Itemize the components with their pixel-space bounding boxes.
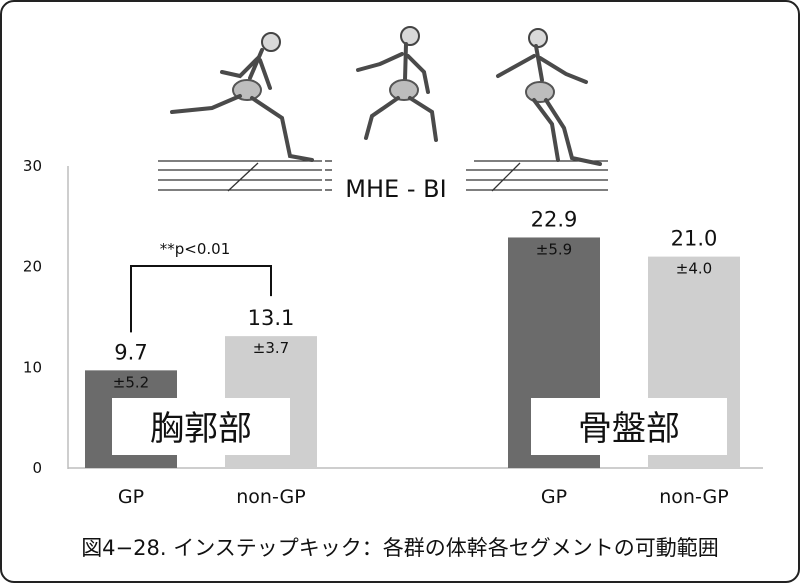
group-label-boxes: 胸郭部 骨盤部 <box>112 398 727 455</box>
group-label: 胸郭部 <box>150 409 252 449</box>
group-label-box <box>531 398 727 455</box>
category-label: non-GP <box>659 486 728 508</box>
category-labels: GP non-GP GP non-GP <box>118 486 729 508</box>
y-tick-label: 20 <box>23 258 42 276</box>
group-label-box <box>112 398 290 455</box>
skeleton-figure-1 <box>170 32 314 162</box>
y-tick-label: 30 <box>23 157 42 175</box>
y-tick-label: 0 <box>32 459 42 477</box>
illustration-label: MHE - BI <box>345 175 446 203</box>
running-illustration <box>158 26 608 192</box>
significance-label: **p<0.01 <box>160 240 231 258</box>
category-label: GP <box>541 486 567 508</box>
illustration-label-bg <box>332 170 460 204</box>
group-label: 骨盤部 <box>578 409 680 449</box>
y-tick-label: 10 <box>23 358 42 376</box>
skeleton-figure-2 <box>356 26 438 142</box>
bar-value-label: 13.1 <box>248 306 295 330</box>
figure-caption: 図4−28. インステップキック：各群の体幹各セグメントの可動範囲 <box>81 536 719 560</box>
significance-bracket: **p<0.01 <box>130 240 272 333</box>
category-label: GP <box>118 486 144 508</box>
category-label: non-GP <box>236 486 305 508</box>
bar-sd-label: ±3.7 <box>253 339 289 357</box>
bar-sd-label: ±5.9 <box>536 240 572 258</box>
bar-value-label: 22.9 <box>531 207 578 231</box>
bar-sd-label: ±5.2 <box>113 373 149 391</box>
bar-value-label: 9.7 <box>114 340 147 364</box>
y-axis-ticks: 0 10 20 30 <box>23 157 42 477</box>
bar-labels: 9.7 ±5.2 13.1 ±3.7 22.9 ±5.9 21.0 ±4.0 <box>113 207 718 391</box>
bar-sd-label: ±4.0 <box>676 260 712 278</box>
bar-value-label: 21.0 <box>671 227 718 251</box>
significance-bracket-line <box>130 265 272 333</box>
skeleton-figure-3 <box>496 28 602 166</box>
